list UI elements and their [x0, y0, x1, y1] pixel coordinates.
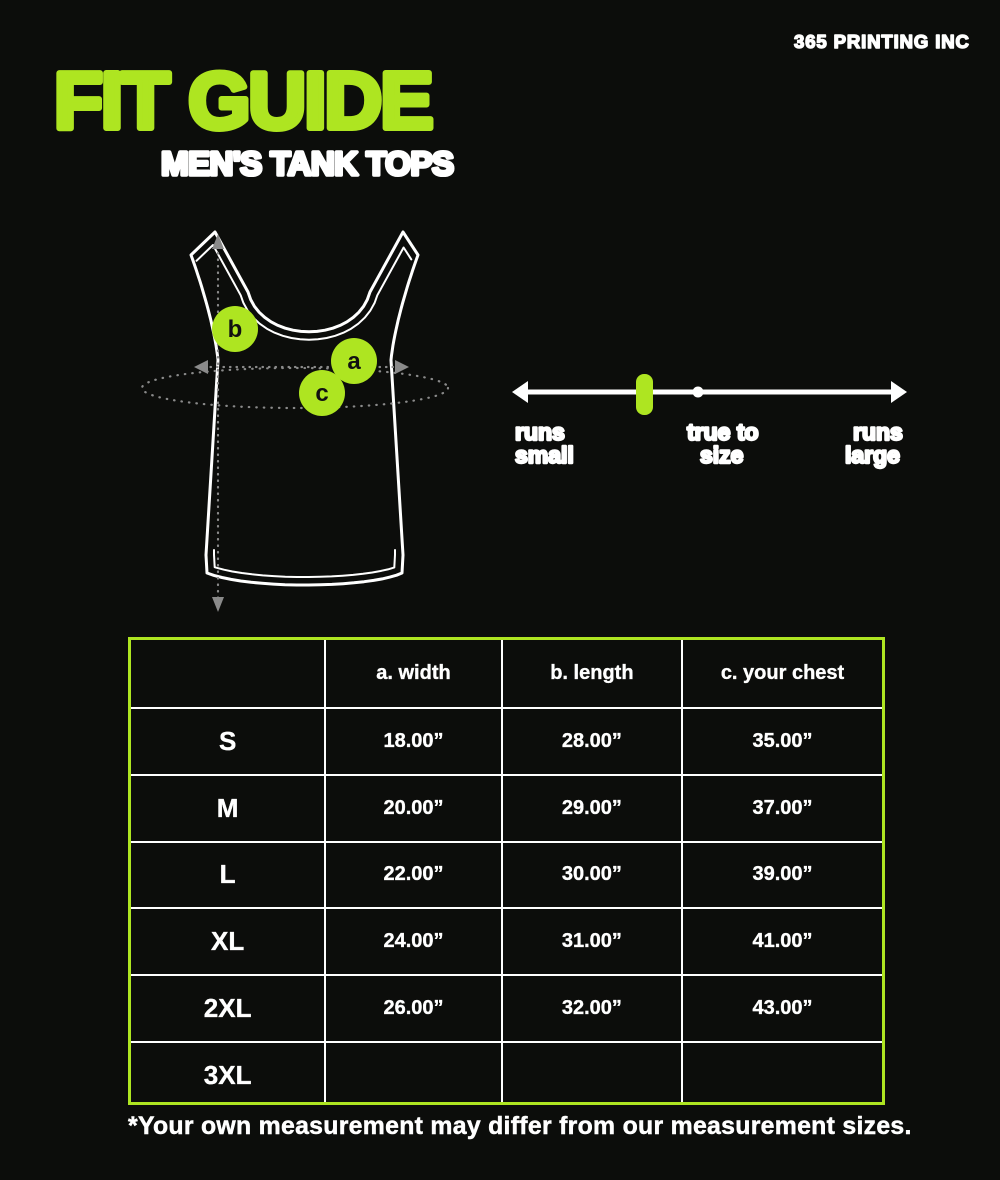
svg-text:a: a: [347, 348, 361, 375]
svg-text:c: c: [315, 380, 328, 407]
svg-text:size: size: [700, 442, 743, 468]
svg-text:b: b: [228, 316, 243, 343]
svg-text:small: small: [515, 442, 574, 468]
svg-text:large: large: [845, 442, 900, 468]
